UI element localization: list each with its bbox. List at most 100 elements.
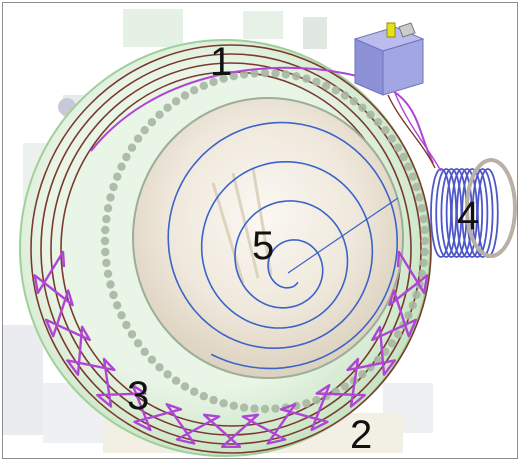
- tooth: [302, 74, 311, 83]
- connector: [386, 22, 396, 38]
- tooth: [140, 126, 149, 135]
- tooth: [219, 74, 228, 83]
- callout-2: 2: [350, 413, 372, 457]
- tooth: [103, 204, 113, 213]
- tooth: [101, 225, 110, 235]
- tooth: [387, 339, 397, 348]
- tooth: [415, 193, 424, 202]
- dome-ribs: [211, 167, 273, 284]
- tooth: [281, 70, 291, 79]
- outer-ring: [50, 62, 412, 436]
- tooth: [373, 118, 383, 127]
- callout-1: 1: [210, 40, 232, 84]
- outer-ring: [40, 53, 422, 445]
- tooth: [101, 247, 110, 257]
- tooth: [302, 399, 311, 408]
- tooth: [393, 330, 403, 339]
- tooth: [163, 370, 172, 379]
- tooth: [358, 103, 367, 112]
- tooth: [133, 339, 143, 348]
- tooth: [117, 162, 126, 171]
- tooth: [349, 97, 359, 106]
- tooth: [127, 143, 137, 152]
- tooth: [412, 182, 421, 192]
- tooth: [180, 382, 190, 391]
- outer-ring: [30, 44, 432, 454]
- tooth: [199, 392, 208, 401]
- tooth: [322, 81, 331, 91]
- tooth: [171, 376, 181, 385]
- tooth: [106, 193, 115, 202]
- tooth: [100, 236, 110, 246]
- tooth: [312, 395, 321, 405]
- tooth: [122, 320, 131, 330]
- tooth: [331, 86, 340, 95]
- tooth: [404, 162, 413, 171]
- tooth: [292, 72, 301, 81]
- tooth: [155, 363, 164, 372]
- callout-3: 3: [127, 374, 149, 418]
- serpentine-coil: [33, 250, 429, 448]
- tooth: [381, 126, 390, 135]
- tooth: [229, 401, 238, 410]
- callout-4: 4: [457, 194, 479, 238]
- terminal-box: [353, 22, 442, 172]
- tooth: [229, 72, 238, 81]
- inner-dome: [132, 97, 404, 379]
- tooth: [155, 110, 164, 119]
- tooth: [133, 134, 143, 143]
- tooth: [102, 214, 111, 224]
- tooth: [260, 68, 270, 78]
- tooth: [271, 404, 280, 413]
- side-coil-turn: [471, 168, 494, 258]
- tooth: [190, 387, 199, 396]
- tooth: [404, 311, 413, 320]
- tooth: [239, 70, 249, 79]
- tooth: [420, 247, 429, 257]
- tooth: [271, 69, 280, 78]
- tooth: [163, 103, 172, 112]
- tooth: [147, 355, 157, 364]
- tooth: [180, 91, 190, 100]
- tooth: [106, 280, 115, 289]
- side-coil-flange: [465, 158, 517, 258]
- tooth: [171, 97, 181, 106]
- serpentine-feed-line: [90, 66, 434, 164]
- tooth: [127, 330, 137, 339]
- tooth: [113, 301, 122, 310]
- side-coil-turn: [461, 168, 484, 258]
- spiral-lead: [287, 197, 399, 274]
- tooth: [312, 77, 321, 87]
- tooth: [417, 204, 427, 213]
- tooth: [117, 311, 126, 320]
- tooth: [399, 152, 408, 162]
- tooth: [190, 86, 199, 95]
- tooth: [260, 404, 270, 414]
- callout-5: 5: [252, 224, 274, 268]
- tooth: [113, 172, 122, 181]
- tooth: [109, 182, 118, 192]
- tooth: [219, 399, 228, 408]
- coil-diagram: 1 2 3 4 5: [3, 9, 517, 457]
- tooth: [393, 143, 403, 152]
- spiral-coil: [167, 121, 399, 370]
- tooth: [140, 347, 149, 356]
- tooth: [209, 395, 218, 405]
- tooth: [408, 301, 417, 310]
- tooth: [419, 214, 428, 224]
- tooth: [340, 382, 350, 391]
- tooth: [340, 91, 350, 100]
- tooth: [239, 403, 249, 412]
- tooth: [417, 269, 427, 278]
- tooth: [102, 258, 111, 268]
- tooth: [250, 404, 259, 413]
- tooth: [109, 290, 118, 300]
- tooth: [420, 236, 430, 246]
- tooth: [420, 225, 429, 235]
- tooth-ring: [100, 68, 430, 414]
- tooth: [366, 110, 375, 119]
- tooth: [412, 290, 421, 300]
- tooth: [199, 81, 208, 91]
- tooth: [147, 118, 157, 127]
